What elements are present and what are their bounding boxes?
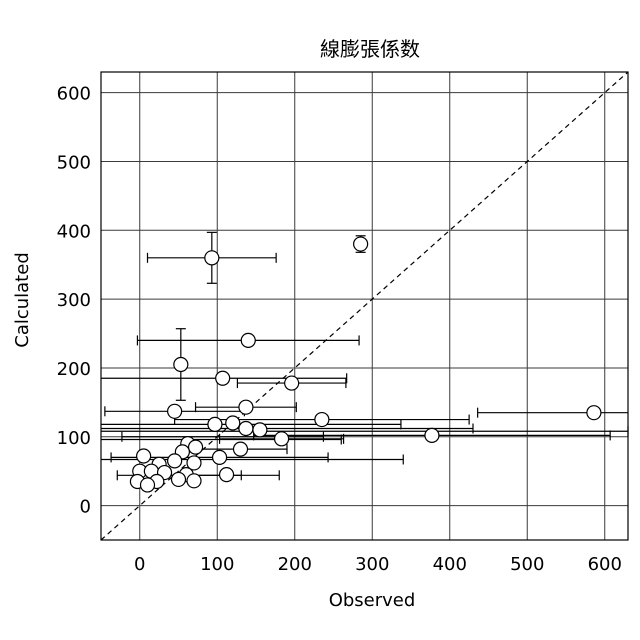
data-point <box>205 251 219 265</box>
y-tick-label: 300 <box>57 290 91 311</box>
data-point <box>174 358 188 372</box>
data-point <box>241 333 255 347</box>
y-axis-title: Calculated <box>12 252 33 348</box>
y-tick-label: 100 <box>57 428 91 449</box>
y-tick-label: 400 <box>57 221 91 242</box>
error-bars <box>101 232 628 480</box>
data-point <box>239 400 253 414</box>
data-point <box>137 449 151 463</box>
data-point <box>587 406 601 420</box>
x-tick-label: 500 <box>510 554 544 575</box>
x-tick-label: 200 <box>278 554 312 575</box>
data-point <box>226 416 240 430</box>
data-point <box>275 432 289 446</box>
x-tick-label: 300 <box>355 554 389 575</box>
y-tick-label: 0 <box>80 497 91 518</box>
x-tick-label: 400 <box>433 554 467 575</box>
y-tick-label: 500 <box>57 152 91 173</box>
data-point <box>220 468 234 482</box>
data-point <box>425 428 439 442</box>
x-axis-title: Observed <box>329 590 416 611</box>
data-point <box>189 440 203 454</box>
data-point <box>216 371 230 385</box>
identity-line-layer <box>101 72 628 540</box>
data-point <box>208 417 222 431</box>
data-point <box>187 474 201 488</box>
x-tick-label: 100 <box>200 554 234 575</box>
data-point <box>168 404 182 418</box>
x-tick-label: 600 <box>588 554 622 575</box>
data-point <box>234 442 248 456</box>
data-point <box>239 422 253 436</box>
chart-title: 線膨張係数 <box>320 37 420 61</box>
y-tick-label: 600 <box>57 84 91 105</box>
x-tick-labels: 0 100 200 300 400 500 600 <box>134 554 622 575</box>
data-point <box>172 472 186 486</box>
x-tick-label: 0 <box>134 554 145 575</box>
data-point <box>141 478 155 492</box>
data-point <box>315 413 329 427</box>
data-point <box>253 423 267 437</box>
data-point <box>285 376 299 390</box>
y-tick-label: 200 <box>57 359 91 380</box>
identity-line <box>101 72 628 540</box>
data-point <box>213 450 227 464</box>
data-point <box>354 237 368 251</box>
y-tick-labels: 0 100 200 300 400 500 600 <box>57 84 91 518</box>
data-points <box>130 237 600 492</box>
data-point <box>168 454 182 468</box>
